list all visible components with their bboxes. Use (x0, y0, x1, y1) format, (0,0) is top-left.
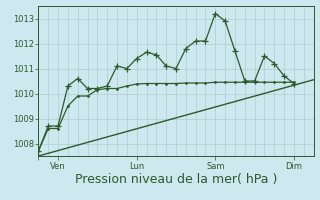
X-axis label: Pression niveau de la mer( hPa ): Pression niveau de la mer( hPa ) (75, 173, 277, 186)
